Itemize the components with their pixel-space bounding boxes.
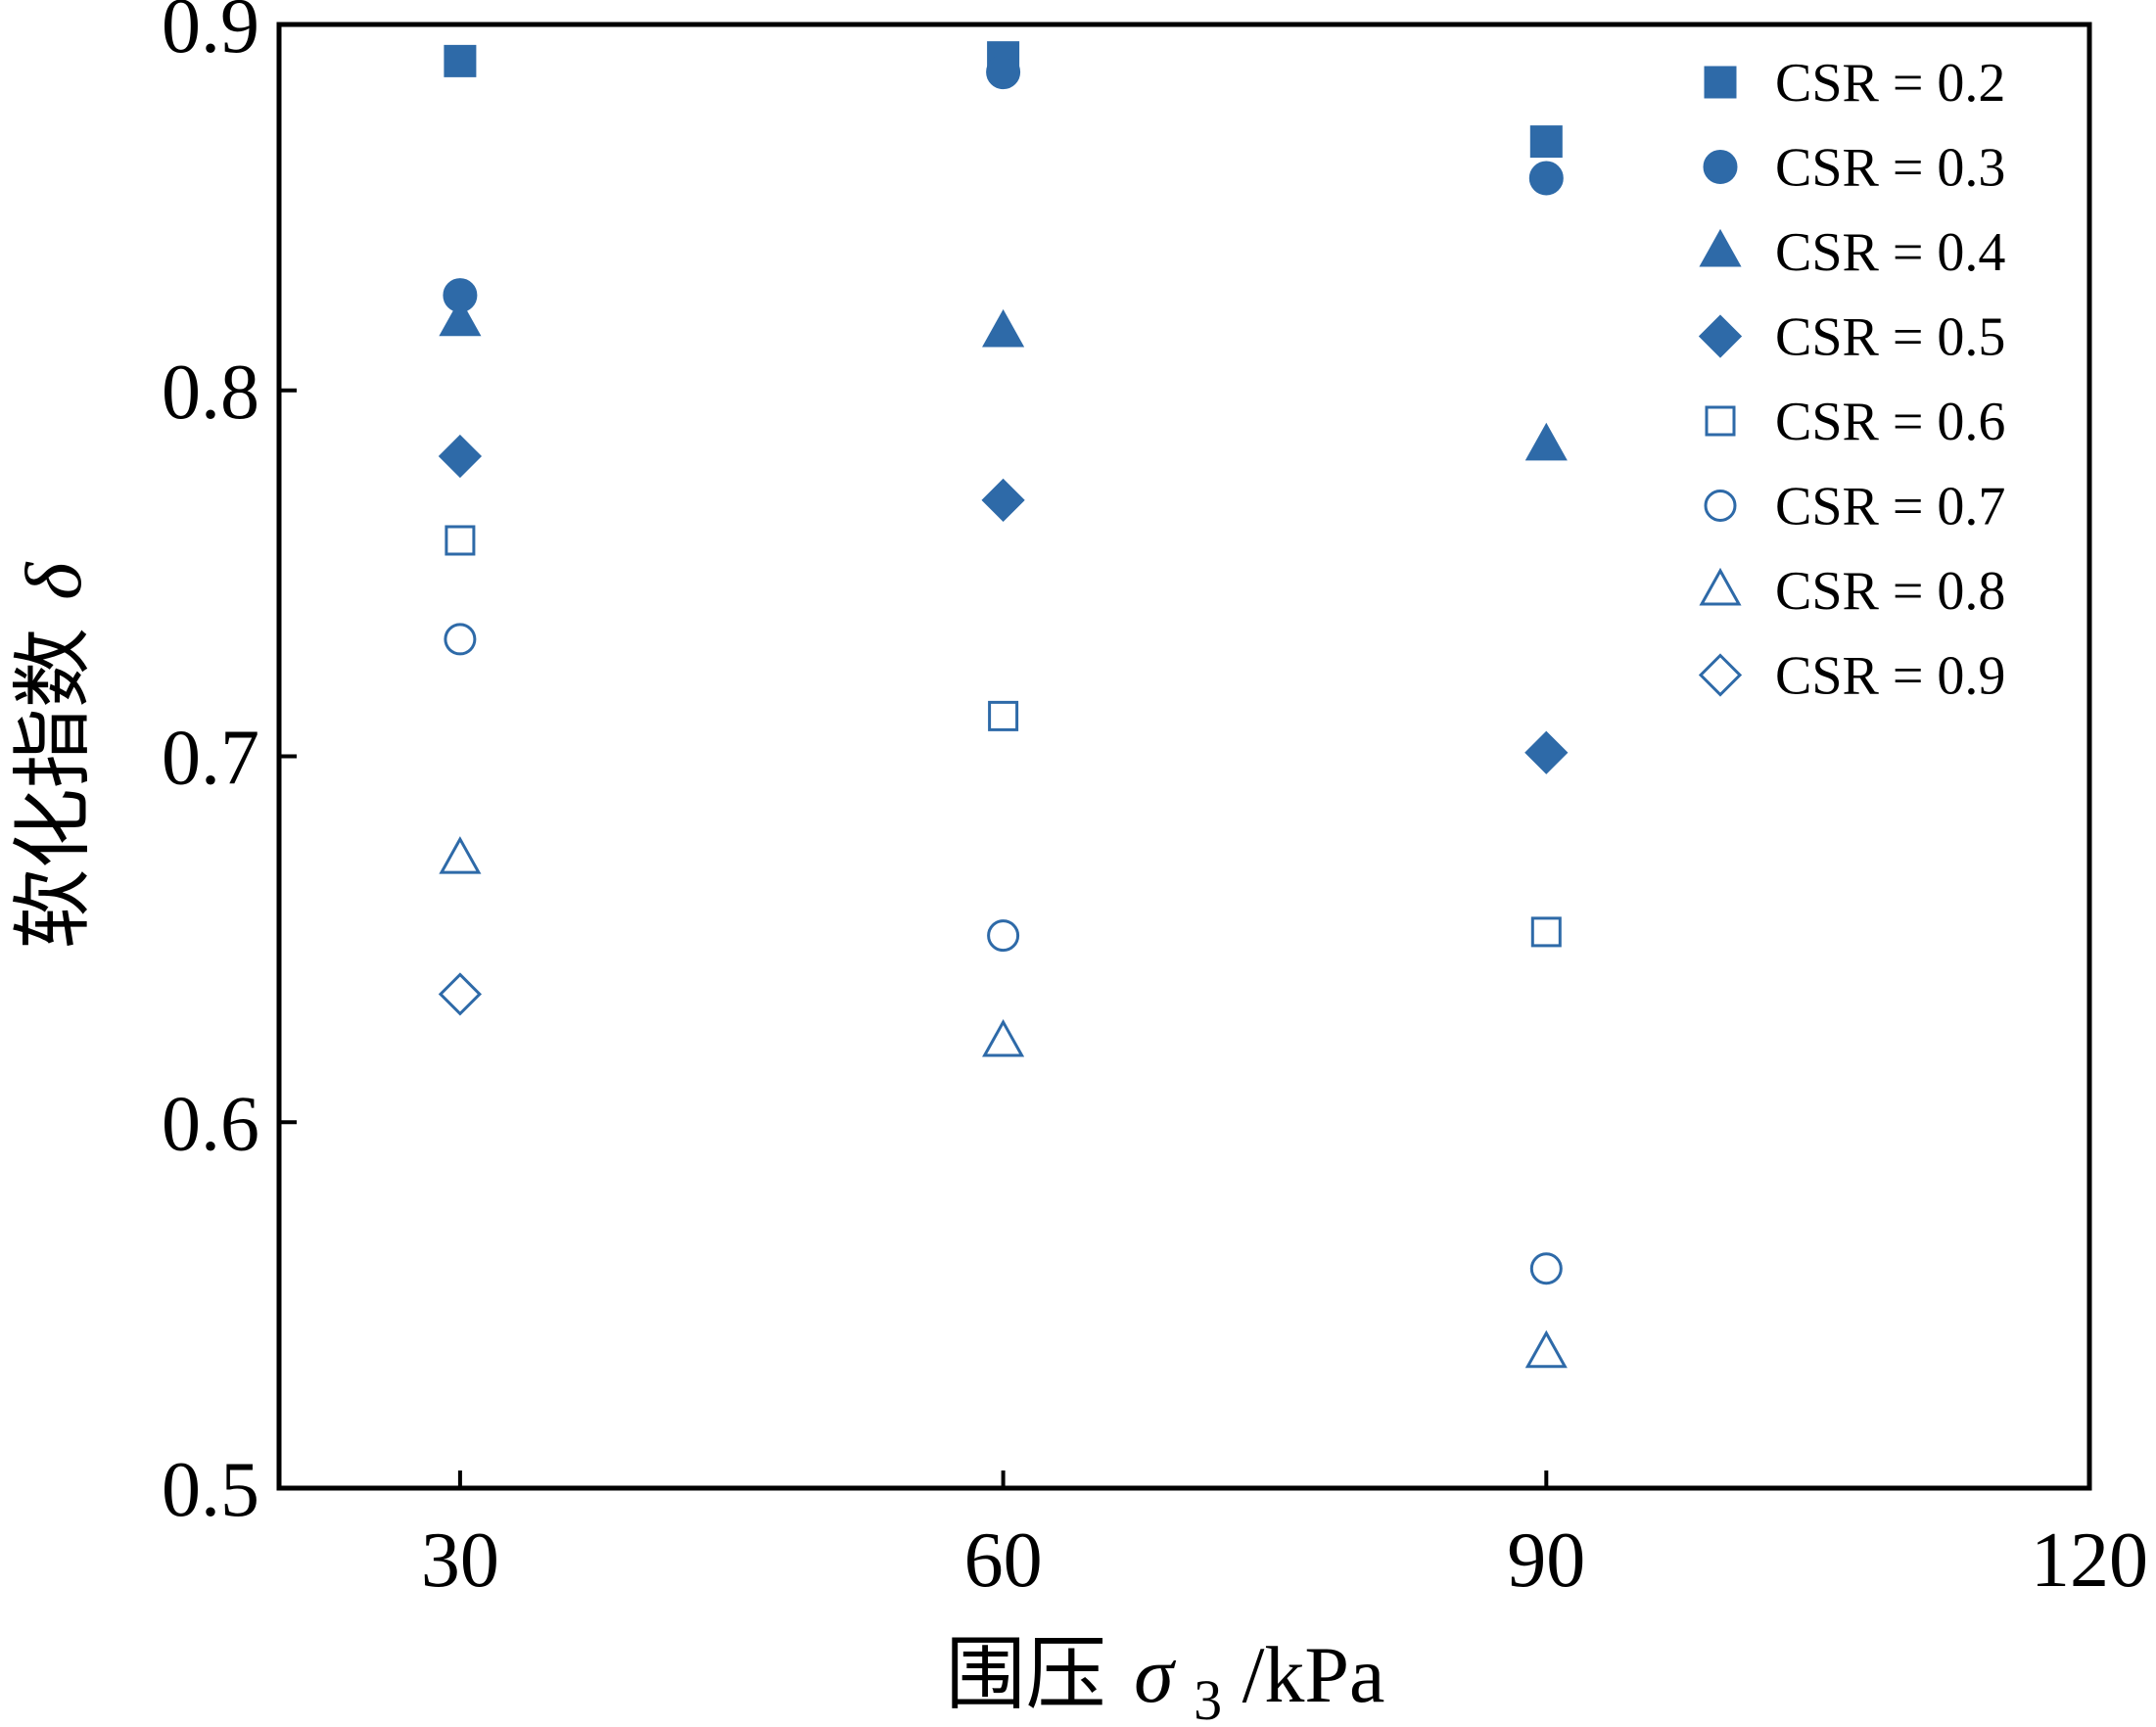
data-point [988, 700, 1019, 731]
x-axis-title-prefix: 围压 [946, 1630, 1106, 1719]
data-point [986, 55, 1021, 90]
x-axis-title-unit: /kPa [1242, 1630, 1385, 1719]
legend-label: CSR = 0.5 [1775, 307, 2005, 368]
legend-label: CSR = 0.6 [1775, 392, 2005, 452]
data-point [987, 919, 1020, 953]
series-0.4 [439, 298, 1568, 461]
data-point [1530, 916, 1562, 948]
legend-marker [1698, 314, 1743, 358]
series-0.3 [443, 55, 1564, 313]
x-tick-label: 30 [421, 1517, 499, 1604]
axis-ticks: 30 60 90 120 0.5 0.6 0.7 0.8 0.9 [162, 0, 2148, 1604]
data-point [439, 836, 482, 874]
y-tick-label: 0.6 [162, 1081, 259, 1167]
data-point [1528, 161, 1564, 196]
legend-label: CSR = 0.7 [1775, 477, 2005, 537]
x-axis-title-symbol: σ [1134, 1630, 1177, 1719]
x-axis-title: 围压 σ 3 /kPa [946, 1630, 1385, 1727]
y-axis-title: 软化指数 δ [9, 561, 98, 950]
data-point [1524, 422, 1568, 461]
data-point [1529, 1252, 1563, 1285]
data-point [444, 623, 477, 656]
legend-marker [1705, 405, 1736, 437]
x-axis-title-subscript: 3 [1194, 1668, 1222, 1727]
series-0.9 [438, 972, 483, 1016]
legend-marker [1703, 150, 1738, 184]
x-tick-label: 60 [964, 1517, 1043, 1604]
y-tick-label: 0.9 [162, 0, 259, 70]
x-tick-label: 90 [1507, 1517, 1585, 1604]
legend: CSR = 0.2 CSR = 0.3 CSR = 0.4 CSR = 0.5 CSR … [1698, 53, 2005, 707]
y-tick-label: 0.8 [162, 350, 259, 436]
data-point [445, 525, 476, 556]
data-point [982, 308, 1025, 348]
legend-marker [1704, 490, 1737, 522]
legend-label: CSR = 0.9 [1775, 646, 2005, 707]
data-point [1529, 125, 1563, 159]
series-0.5 [438, 434, 1569, 774]
data-markers [438, 41, 1569, 1369]
legend-label: CSR = 0.8 [1775, 561, 2005, 622]
legend-marker [1699, 228, 1742, 267]
legend-marker [1704, 66, 1737, 99]
data-point [981, 478, 1025, 522]
y-tick-label: 0.5 [162, 1447, 259, 1533]
data-point [1524, 730, 1569, 774]
data-point [444, 44, 477, 77]
data-point [1524, 1330, 1568, 1369]
data-point [438, 434, 483, 479]
legend-label: CSR = 0.2 [1775, 53, 2005, 114]
y-axis-title-symbol: δ [9, 561, 98, 600]
series-0.7 [444, 623, 1563, 1285]
data-point [982, 1018, 1025, 1057]
x-tick-label: 120 [2031, 1517, 2148, 1604]
legend-marker [1699, 567, 1742, 606]
legend-label: CSR = 0.3 [1775, 138, 2005, 199]
plot-area-frame [276, 22, 2092, 1491]
data-point [439, 298, 482, 337]
series-0.6 [445, 525, 1562, 948]
series-0.8 [439, 836, 1568, 1369]
y-axis-title-text: 软化指数 [9, 628, 98, 949]
legend-label: CSR = 0.4 [1775, 222, 2005, 283]
legend-marker [1698, 653, 1743, 697]
data-point [438, 972, 483, 1016]
y-tick-label: 0.7 [162, 716, 259, 802]
